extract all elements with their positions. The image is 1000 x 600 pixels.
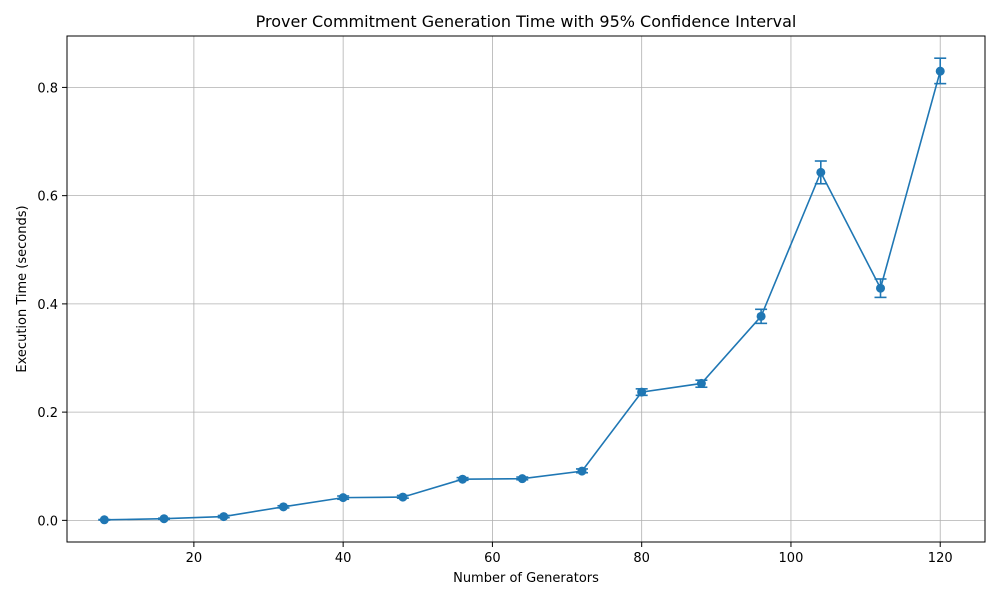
data-point — [876, 283, 886, 293]
x-axis-label: Number of Generators — [453, 571, 599, 586]
data-point — [935, 66, 945, 76]
data-series — [98, 57, 947, 525]
y-tick-label: 0.4 — [37, 298, 58, 313]
data-point — [398, 492, 408, 502]
data-point — [637, 387, 647, 397]
y-tick-label: 0.2 — [37, 406, 58, 421]
plot-frame — [66, 35, 986, 543]
x-tick-label: 120 — [928, 551, 953, 566]
data-point — [816, 167, 826, 177]
data-point — [517, 474, 527, 484]
x-tick-label: 80 — [633, 551, 650, 566]
data-point — [338, 493, 348, 503]
data-point — [278, 502, 288, 512]
y-tick-label: 0.0 — [37, 514, 58, 529]
data-point — [577, 466, 587, 476]
y-tick-label: 0.8 — [37, 81, 58, 96]
x-tick-label: 60 — [484, 551, 501, 566]
y-tick-label: 0.6 — [37, 190, 58, 205]
chart-title: Prover Commitment Generation Time with 9… — [256, 12, 797, 31]
x-tick-label: 40 — [335, 551, 352, 566]
x-tick-label: 20 — [186, 551, 203, 566]
data-point — [219, 512, 229, 522]
data-point — [99, 515, 109, 525]
y-axis-label: Execution Time (seconds) — [15, 205, 30, 372]
axis-ticks: 20 40 60 80 100 120 0.0 0.2 0.4 0.6 0.8 — [37, 81, 952, 566]
data-point — [458, 474, 468, 484]
data-point — [159, 514, 169, 524]
data-point — [756, 311, 766, 321]
x-tick-label: 100 — [779, 551, 804, 566]
data-point — [696, 378, 706, 388]
